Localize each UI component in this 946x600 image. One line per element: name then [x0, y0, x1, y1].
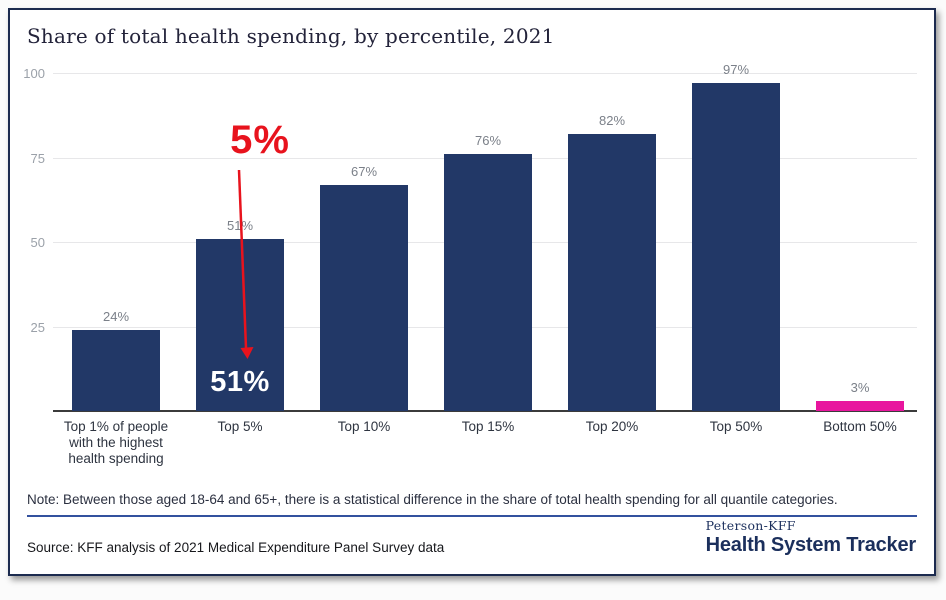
chart-title: Share of total health spending, by perce…: [27, 24, 555, 48]
x-axis-label: Top 15%: [461, 419, 515, 434]
bar-value-label: 3%: [850, 379, 870, 395]
x-axis-label: Top 50%: [709, 419, 763, 434]
y-axis-tick: 75: [30, 150, 45, 166]
bar-5: [568, 133, 656, 411]
bar-value-label: 76%: [474, 133, 502, 149]
bar-value-label: 51%: [226, 217, 254, 233]
bar-1: [72, 329, 160, 411]
branding-org-name: Peterson-KFF: [705, 518, 796, 533]
callout-5-percent: 5%: [230, 118, 290, 162]
bar-value-label: 67%: [350, 163, 378, 179]
y-axis-tick: 25: [30, 319, 45, 335]
bar-6: [692, 83, 780, 411]
gridline: [53, 73, 917, 74]
note-text: Note: Between those aged 18-64 and 65+, …: [27, 492, 838, 507]
x-axis-label: Bottom 50%: [823, 419, 897, 434]
inside-bar-51-percent-label: 51%: [210, 366, 270, 398]
bar-7: [816, 400, 904, 411]
x-axis-line: [53, 410, 917, 412]
y-axis-tick: 100: [23, 66, 45, 81]
plot-area: 100 75 50 25 24% Top 1% of people with the hi…: [23, 62, 917, 466]
bar-4: [444, 154, 532, 411]
footer-divider: [27, 515, 917, 517]
chart-card: Share of total health spending, by perce…: [8, 8, 936, 576]
source-text: Source: KFF analysis of 2021 Medical Exp…: [27, 540, 445, 555]
x-axis-label: Top 10%: [337, 419, 391, 434]
branding-logo: Peterson-KFF Health System Tracker: [705, 518, 917, 557]
bar-value-label: 82%: [598, 112, 626, 128]
branding-product-name: Health System Tracker: [705, 534, 917, 556]
y-axis-tick: 50: [30, 235, 45, 250]
bar-3: [320, 184, 408, 411]
x-axis-label: Top 1% of people with the highest health…: [63, 419, 169, 466]
bar-value-label: 97%: [722, 62, 750, 78]
bar-value-label: 24%: [102, 308, 130, 324]
x-axis-label: Top 5%: [217, 419, 263, 434]
x-axis-label: Top 20%: [585, 419, 639, 434]
